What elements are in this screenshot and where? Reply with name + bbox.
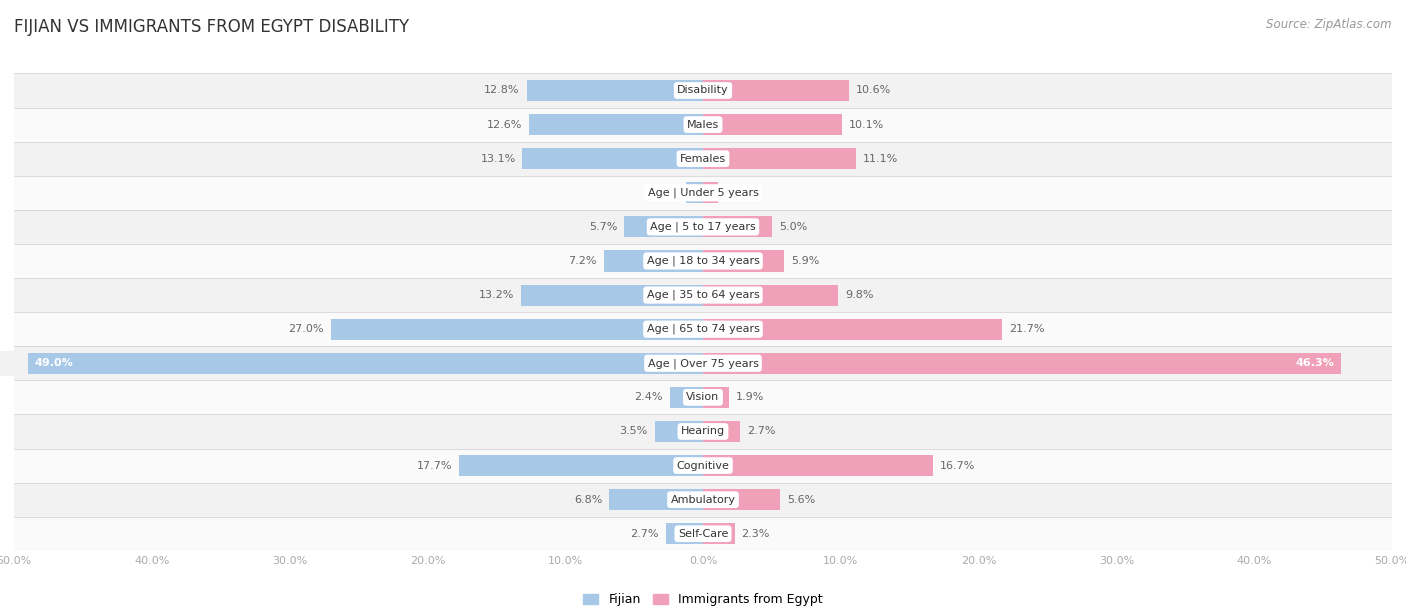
Text: 5.6%: 5.6% <box>787 494 815 505</box>
Bar <box>14 141 1392 176</box>
Bar <box>703 421 740 442</box>
Text: Age | 18 to 34 years: Age | 18 to 34 years <box>647 256 759 266</box>
Text: 11.1%: 11.1% <box>863 154 898 163</box>
Bar <box>28 353 703 374</box>
Text: Age | 35 to 64 years: Age | 35 to 64 years <box>647 290 759 300</box>
Bar <box>14 108 1392 141</box>
Bar <box>703 216 772 237</box>
Bar <box>703 455 934 476</box>
Text: Source: ZipAtlas.com: Source: ZipAtlas.com <box>1267 18 1392 31</box>
Bar <box>609 489 703 510</box>
Bar <box>14 176 1392 210</box>
Text: 9.8%: 9.8% <box>845 290 873 300</box>
Text: 49.0%: 49.0% <box>0 358 21 368</box>
Bar <box>666 523 703 544</box>
Text: Self-Care: Self-Care <box>678 529 728 539</box>
Bar <box>703 523 735 544</box>
Text: 2.3%: 2.3% <box>741 529 770 539</box>
Text: 5.9%: 5.9% <box>792 256 820 266</box>
Text: 1.2%: 1.2% <box>651 188 679 198</box>
Bar <box>523 148 703 170</box>
Bar <box>14 414 1392 449</box>
Bar <box>703 182 718 203</box>
Text: 2.4%: 2.4% <box>634 392 664 402</box>
Bar <box>603 250 703 272</box>
Text: 5.7%: 5.7% <box>589 222 617 232</box>
Text: 5.0%: 5.0% <box>779 222 807 232</box>
Text: 13.1%: 13.1% <box>481 154 516 163</box>
Text: Age | Under 5 years: Age | Under 5 years <box>648 187 758 198</box>
Text: Males: Males <box>688 119 718 130</box>
Text: FIJIAN VS IMMIGRANTS FROM EGYPT DISABILITY: FIJIAN VS IMMIGRANTS FROM EGYPT DISABILI… <box>14 18 409 36</box>
Bar <box>669 387 703 408</box>
Text: Ambulatory: Ambulatory <box>671 494 735 505</box>
Bar <box>14 380 1392 414</box>
Text: Cognitive: Cognitive <box>676 461 730 471</box>
Text: 46.3%: 46.3% <box>1295 358 1334 368</box>
Bar <box>703 114 842 135</box>
Text: Females: Females <box>681 154 725 163</box>
Text: 49.0%: 49.0% <box>35 358 73 368</box>
Bar <box>14 244 1392 278</box>
Text: 1.1%: 1.1% <box>725 188 754 198</box>
Bar <box>14 73 1392 108</box>
Bar <box>14 449 1392 483</box>
Text: 17.7%: 17.7% <box>416 461 453 471</box>
Text: 6.8%: 6.8% <box>574 494 602 505</box>
Text: 12.8%: 12.8% <box>484 86 520 95</box>
Bar <box>703 285 838 305</box>
Text: 10.1%: 10.1% <box>849 119 884 130</box>
Text: 21.7%: 21.7% <box>1010 324 1045 334</box>
Text: 13.2%: 13.2% <box>479 290 515 300</box>
Text: 46.3%: 46.3% <box>1348 358 1384 368</box>
Bar <box>460 455 703 476</box>
Text: 2.7%: 2.7% <box>630 529 659 539</box>
Bar <box>655 421 703 442</box>
Bar <box>527 80 703 101</box>
Bar <box>703 489 780 510</box>
Bar <box>14 346 1392 380</box>
Text: Hearing: Hearing <box>681 427 725 436</box>
Bar <box>703 353 1341 374</box>
Bar <box>14 210 1392 244</box>
Bar <box>14 483 1392 517</box>
Text: 3.5%: 3.5% <box>620 427 648 436</box>
Bar <box>703 250 785 272</box>
Text: 16.7%: 16.7% <box>941 461 976 471</box>
Text: Age | Over 75 years: Age | Over 75 years <box>648 358 758 368</box>
Text: 27.0%: 27.0% <box>288 324 323 334</box>
Bar <box>530 114 703 135</box>
Bar <box>624 216 703 237</box>
Text: 2.7%: 2.7% <box>747 427 776 436</box>
Bar <box>14 312 1392 346</box>
Text: Age | 5 to 17 years: Age | 5 to 17 years <box>650 222 756 232</box>
Bar <box>703 80 849 101</box>
Text: Vision: Vision <box>686 392 720 402</box>
Text: 1.9%: 1.9% <box>737 392 765 402</box>
Bar <box>14 517 1392 551</box>
Text: Disability: Disability <box>678 86 728 95</box>
Bar <box>522 285 703 305</box>
Bar <box>703 319 1002 340</box>
Text: 12.6%: 12.6% <box>486 119 523 130</box>
Bar <box>703 148 856 170</box>
Bar <box>330 319 703 340</box>
Text: Age | 65 to 74 years: Age | 65 to 74 years <box>647 324 759 334</box>
Bar <box>14 278 1392 312</box>
Text: 10.6%: 10.6% <box>856 86 891 95</box>
Text: 7.2%: 7.2% <box>568 256 598 266</box>
Legend: Fijian, Immigrants from Egypt: Fijian, Immigrants from Egypt <box>578 588 828 611</box>
Bar <box>686 182 703 203</box>
Bar <box>703 387 730 408</box>
